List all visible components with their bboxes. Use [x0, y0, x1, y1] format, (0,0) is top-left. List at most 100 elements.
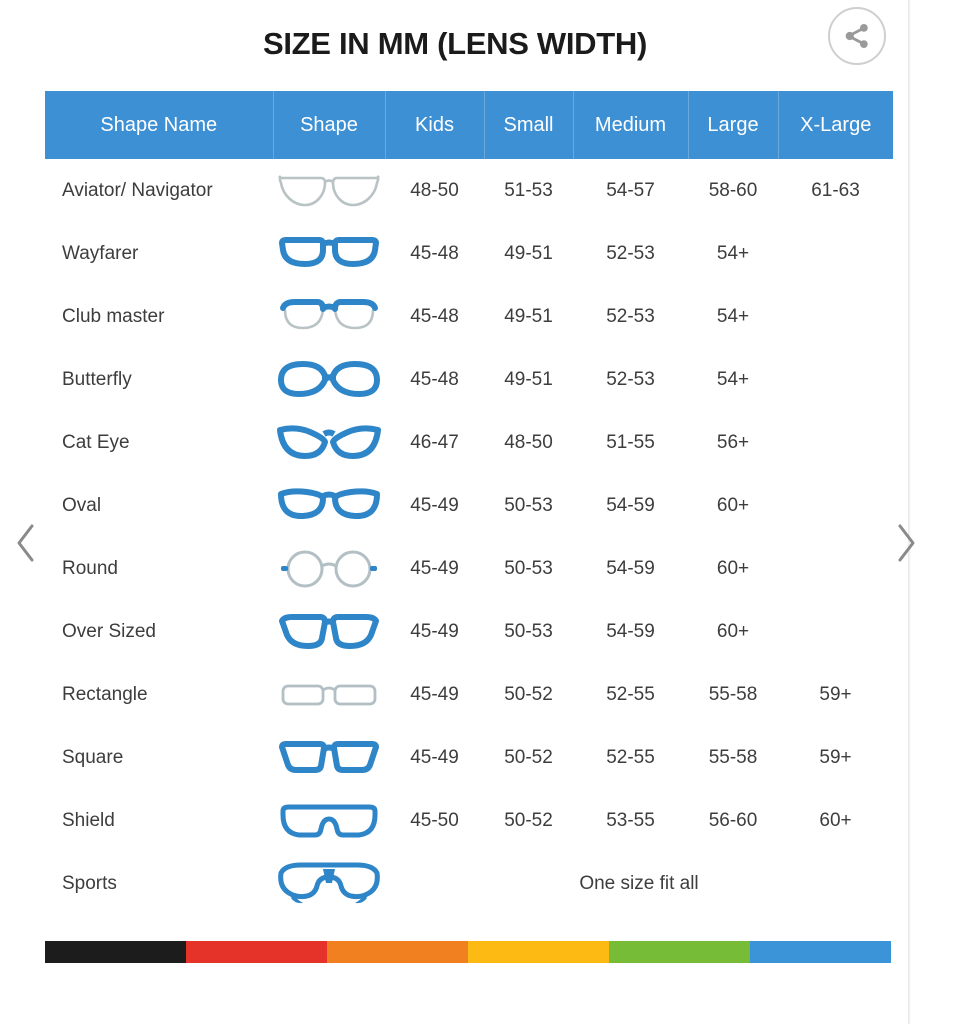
cell-shape-illustration	[273, 663, 385, 726]
cell-kids: 48-50	[385, 159, 484, 222]
cell-kids: 45-48	[385, 222, 484, 285]
table-header: Shape Name Shape Kids Small Medium Large…	[45, 91, 893, 159]
cell-xlarge	[778, 600, 893, 663]
column-header-shape-name[interactable]: Shape Name	[45, 91, 274, 159]
chevron-left-icon	[13, 521, 39, 570]
cell-shape-name: Over Sized	[45, 600, 273, 663]
cell-large: 60+	[688, 600, 778, 663]
cell-kids: 45-49	[385, 474, 484, 537]
cell-small: 50-52	[484, 789, 573, 852]
cell-large: 55-58	[688, 663, 778, 726]
table-row: Oval 45-49 50-53 54-59 60+	[45, 474, 893, 537]
round-glasses-icon	[281, 550, 377, 587]
column-header-shape[interactable]: Shape	[273, 91, 386, 159]
column-header-medium[interactable]: Medium	[573, 91, 689, 159]
table-row: Shield 45-50 50-52 53-55 56-60 60+	[45, 789, 893, 852]
wayfarer-glasses-icon	[279, 236, 379, 267]
table-row: Club master 45-48 49-51 52-53 54+	[45, 285, 893, 348]
cell-shape-illustration	[273, 348, 385, 411]
cell-medium: 51-55	[573, 411, 688, 474]
column-header-xlarge[interactable]: X-Large	[800, 113, 872, 136]
cell-shape-name: Sports	[45, 852, 273, 915]
cell-shape-name: Rectangle	[45, 663, 273, 726]
cell-shape-illustration	[273, 789, 385, 852]
table-body: Aviator/ Navigator 48-50 51-53 54-57 58-60 6…	[45, 159, 893, 915]
cateye-glasses-icon	[277, 424, 381, 459]
table-row: Wayfarer 45-48 49-51 52-53 54+	[45, 222, 893, 285]
table-row: Rectangle 45-49 50-52 52-55 55-58 59+	[45, 663, 893, 726]
page-title-bar: SIZE IN MM (LENS WIDTH)	[0, 0, 910, 88]
cell-xlarge	[778, 411, 893, 474]
cell-large: 54+	[688, 348, 778, 411]
cell-medium: 52-53	[573, 222, 688, 285]
cell-large: 60+	[688, 474, 778, 537]
cell-small: 50-53	[484, 600, 573, 663]
cell-large: 56+	[688, 411, 778, 474]
cell-small: 50-52	[484, 726, 573, 789]
rectangle-glasses-icon	[281, 684, 377, 705]
color-segment-1	[186, 941, 327, 963]
table-row: Square 45-49 50-52 52-55 55-58 59+	[45, 726, 893, 789]
clubmaster-glasses-icon	[280, 298, 378, 329]
table-row: Butterfly 45-48 49-51 52-53 54+	[45, 348, 893, 411]
cell-shape-illustration	[273, 474, 385, 537]
cell-shape-name: Round	[45, 537, 273, 600]
cell-xlarge: 60+	[778, 789, 893, 852]
cell-shape-illustration	[273, 285, 385, 348]
prev-slide-button[interactable]	[4, 515, 48, 575]
cell-shape-illustration	[273, 852, 385, 915]
cell-kids: 46-47	[385, 411, 484, 474]
cell-shape-illustration	[273, 222, 385, 285]
color-segment-3	[468, 941, 609, 963]
cell-medium: 53-55	[573, 789, 688, 852]
cell-small: 50-53	[484, 474, 573, 537]
cell-kids: 45-49	[385, 600, 484, 663]
column-header-kids[interactable]: Kids	[385, 91, 485, 159]
cell-xlarge	[778, 222, 893, 285]
cell-shape-name: Oval	[45, 474, 273, 537]
cell-kids: 45-50	[385, 789, 484, 852]
cell-shape-name: Wayfarer	[45, 222, 273, 285]
cell-shape-name: Club master	[45, 285, 273, 348]
cell-large: 58-60	[688, 159, 778, 222]
cell-shape-name: Shield	[45, 789, 273, 852]
cell-shape-illustration	[273, 600, 385, 663]
cell-xlarge: 59+	[778, 726, 893, 789]
column-header-large[interactable]: Large	[688, 91, 779, 159]
cell-shape-illustration	[273, 159, 385, 222]
shield-glasses-icon	[280, 804, 378, 837]
color-segment-4	[609, 941, 750, 963]
size-table: Shape Name Shape Kids Small Medium Large…	[45, 91, 893, 915]
cell-medium: 54-59	[573, 474, 688, 537]
cell-medium: 52-55	[573, 663, 688, 726]
next-slide-button[interactable]	[884, 515, 928, 575]
cell-kids: 45-48	[385, 285, 484, 348]
cell-small: 50-53	[484, 537, 573, 600]
square-glasses-icon	[279, 740, 379, 773]
cell-large: 55-58	[688, 726, 778, 789]
table-row: Round 45-49 50-53 54-59 60+	[45, 537, 893, 600]
chevron-right-icon	[893, 521, 919, 570]
cell-shape-name: Cat Eye	[45, 411, 273, 474]
cell-small: 51-53	[484, 159, 573, 222]
aviator-glasses-icon	[278, 174, 380, 206]
cell-xlarge	[778, 537, 893, 600]
cell-medium: 54-59	[573, 600, 688, 663]
cell-kids: 45-49	[385, 663, 484, 726]
share-button[interactable]	[828, 7, 886, 65]
color-segment-0	[45, 941, 186, 963]
cell-medium: 52-55	[573, 726, 688, 789]
column-header-small[interactable]: Small	[484, 91, 574, 159]
table-row: Aviator/ Navigator 48-50 51-53 54-57 58-60 6…	[45, 159, 893, 222]
cell-xlarge	[778, 348, 893, 411]
cell-large: 60+	[688, 537, 778, 600]
cell-medium: 54-59	[573, 537, 688, 600]
page-edge-shadow	[908, 0, 911, 1024]
table-row: Over Sized 45-49 50-53 54-59 60+	[45, 600, 893, 663]
cell-shape-name: Butterfly	[45, 348, 273, 411]
cell-xlarge: 61-63	[778, 159, 893, 222]
cell-medium: 54-57	[573, 159, 688, 222]
cell-medium: 52-53	[573, 285, 688, 348]
cell-shape-name: Square	[45, 726, 273, 789]
